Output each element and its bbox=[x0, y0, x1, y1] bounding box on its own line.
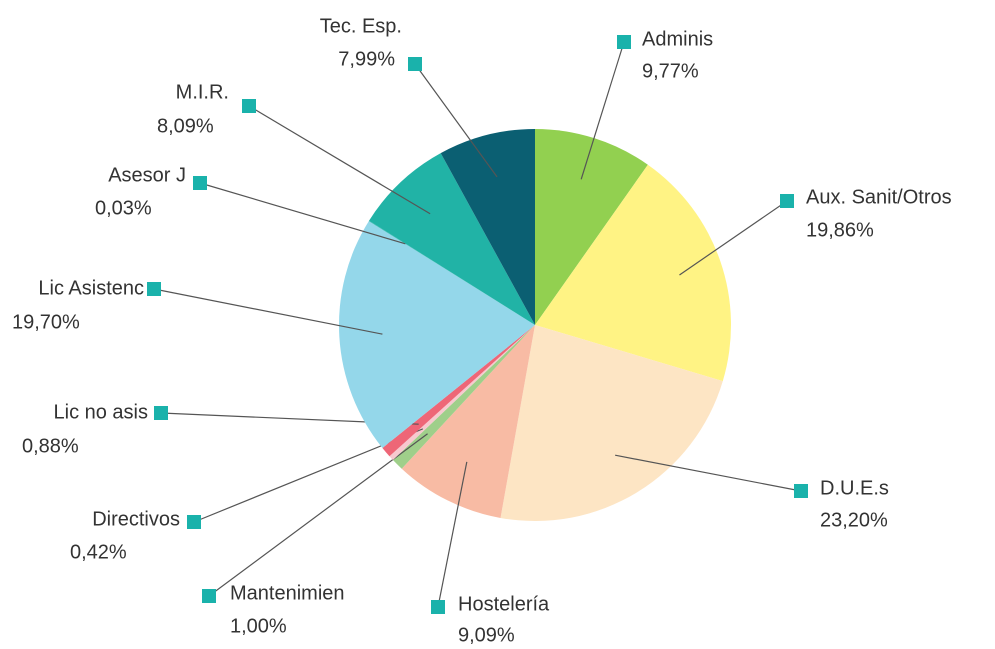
slice-value: 9,77% bbox=[642, 60, 699, 82]
pie-slice bbox=[401, 325, 535, 518]
pie-slice bbox=[368, 220, 535, 325]
slice-label: Lic no asis bbox=[54, 401, 149, 423]
slice-value: 0,88% bbox=[22, 435, 79, 457]
pie-slice bbox=[369, 153, 535, 325]
leader-line bbox=[414, 63, 498, 178]
leader-line bbox=[248, 105, 431, 215]
slice-label: Lic Asistenc bbox=[38, 277, 144, 299]
pie-slice bbox=[500, 325, 723, 521]
legend-marker bbox=[187, 515, 201, 529]
slice-value: 1,00% bbox=[230, 615, 287, 637]
slice-value: 0,03% bbox=[95, 197, 152, 219]
leader-line bbox=[615, 454, 802, 492]
leader-line bbox=[437, 461, 468, 608]
slice-value: 8,09% bbox=[157, 115, 214, 137]
slice-value: 9,09% bbox=[458, 624, 515, 646]
legend-marker bbox=[154, 406, 168, 420]
legend-marker bbox=[147, 282, 161, 296]
slice-value: 7,99% bbox=[338, 48, 395, 70]
leader-line bbox=[208, 433, 428, 597]
slice-label: Adminis bbox=[642, 28, 713, 50]
slice-value: 0,42% bbox=[70, 541, 127, 563]
slice-label: M.I.R. bbox=[176, 81, 229, 103]
pie-slice bbox=[339, 221, 535, 449]
legend-marker bbox=[794, 484, 808, 498]
legend-marker bbox=[617, 35, 631, 49]
legend-marker bbox=[408, 57, 422, 71]
legend-marker bbox=[780, 194, 794, 208]
leader-line bbox=[199, 182, 406, 245]
pie-slice bbox=[535, 129, 648, 325]
legend-marker bbox=[193, 176, 207, 190]
slice-label: Aux. Sanit/Otros bbox=[806, 186, 952, 208]
slice-value: 19,86% bbox=[806, 219, 874, 241]
legend-marker bbox=[202, 589, 216, 603]
legend-marker bbox=[242, 99, 256, 113]
leader-line bbox=[153, 288, 383, 335]
slice-label: Mantenimien bbox=[230, 582, 345, 604]
slice-label: Directivos bbox=[92, 508, 180, 530]
legend-marker bbox=[431, 600, 445, 614]
pie-slice bbox=[389, 325, 535, 461]
pie-slice bbox=[535, 164, 731, 382]
pie-slice bbox=[382, 325, 535, 457]
slice-value: 23,20% bbox=[820, 509, 888, 531]
pie-slice bbox=[392, 325, 535, 469]
pie-slice bbox=[440, 129, 535, 325]
leader-line bbox=[580, 41, 625, 180]
slice-label: Asesor J bbox=[108, 164, 186, 186]
slice-value: 19,70% bbox=[12, 311, 80, 333]
slice-label: Hostelería bbox=[458, 593, 550, 615]
leader-line bbox=[679, 200, 788, 276]
slice-label: Tec. Esp. bbox=[320, 15, 402, 37]
slice-label: D.U.E.s bbox=[820, 477, 889, 499]
